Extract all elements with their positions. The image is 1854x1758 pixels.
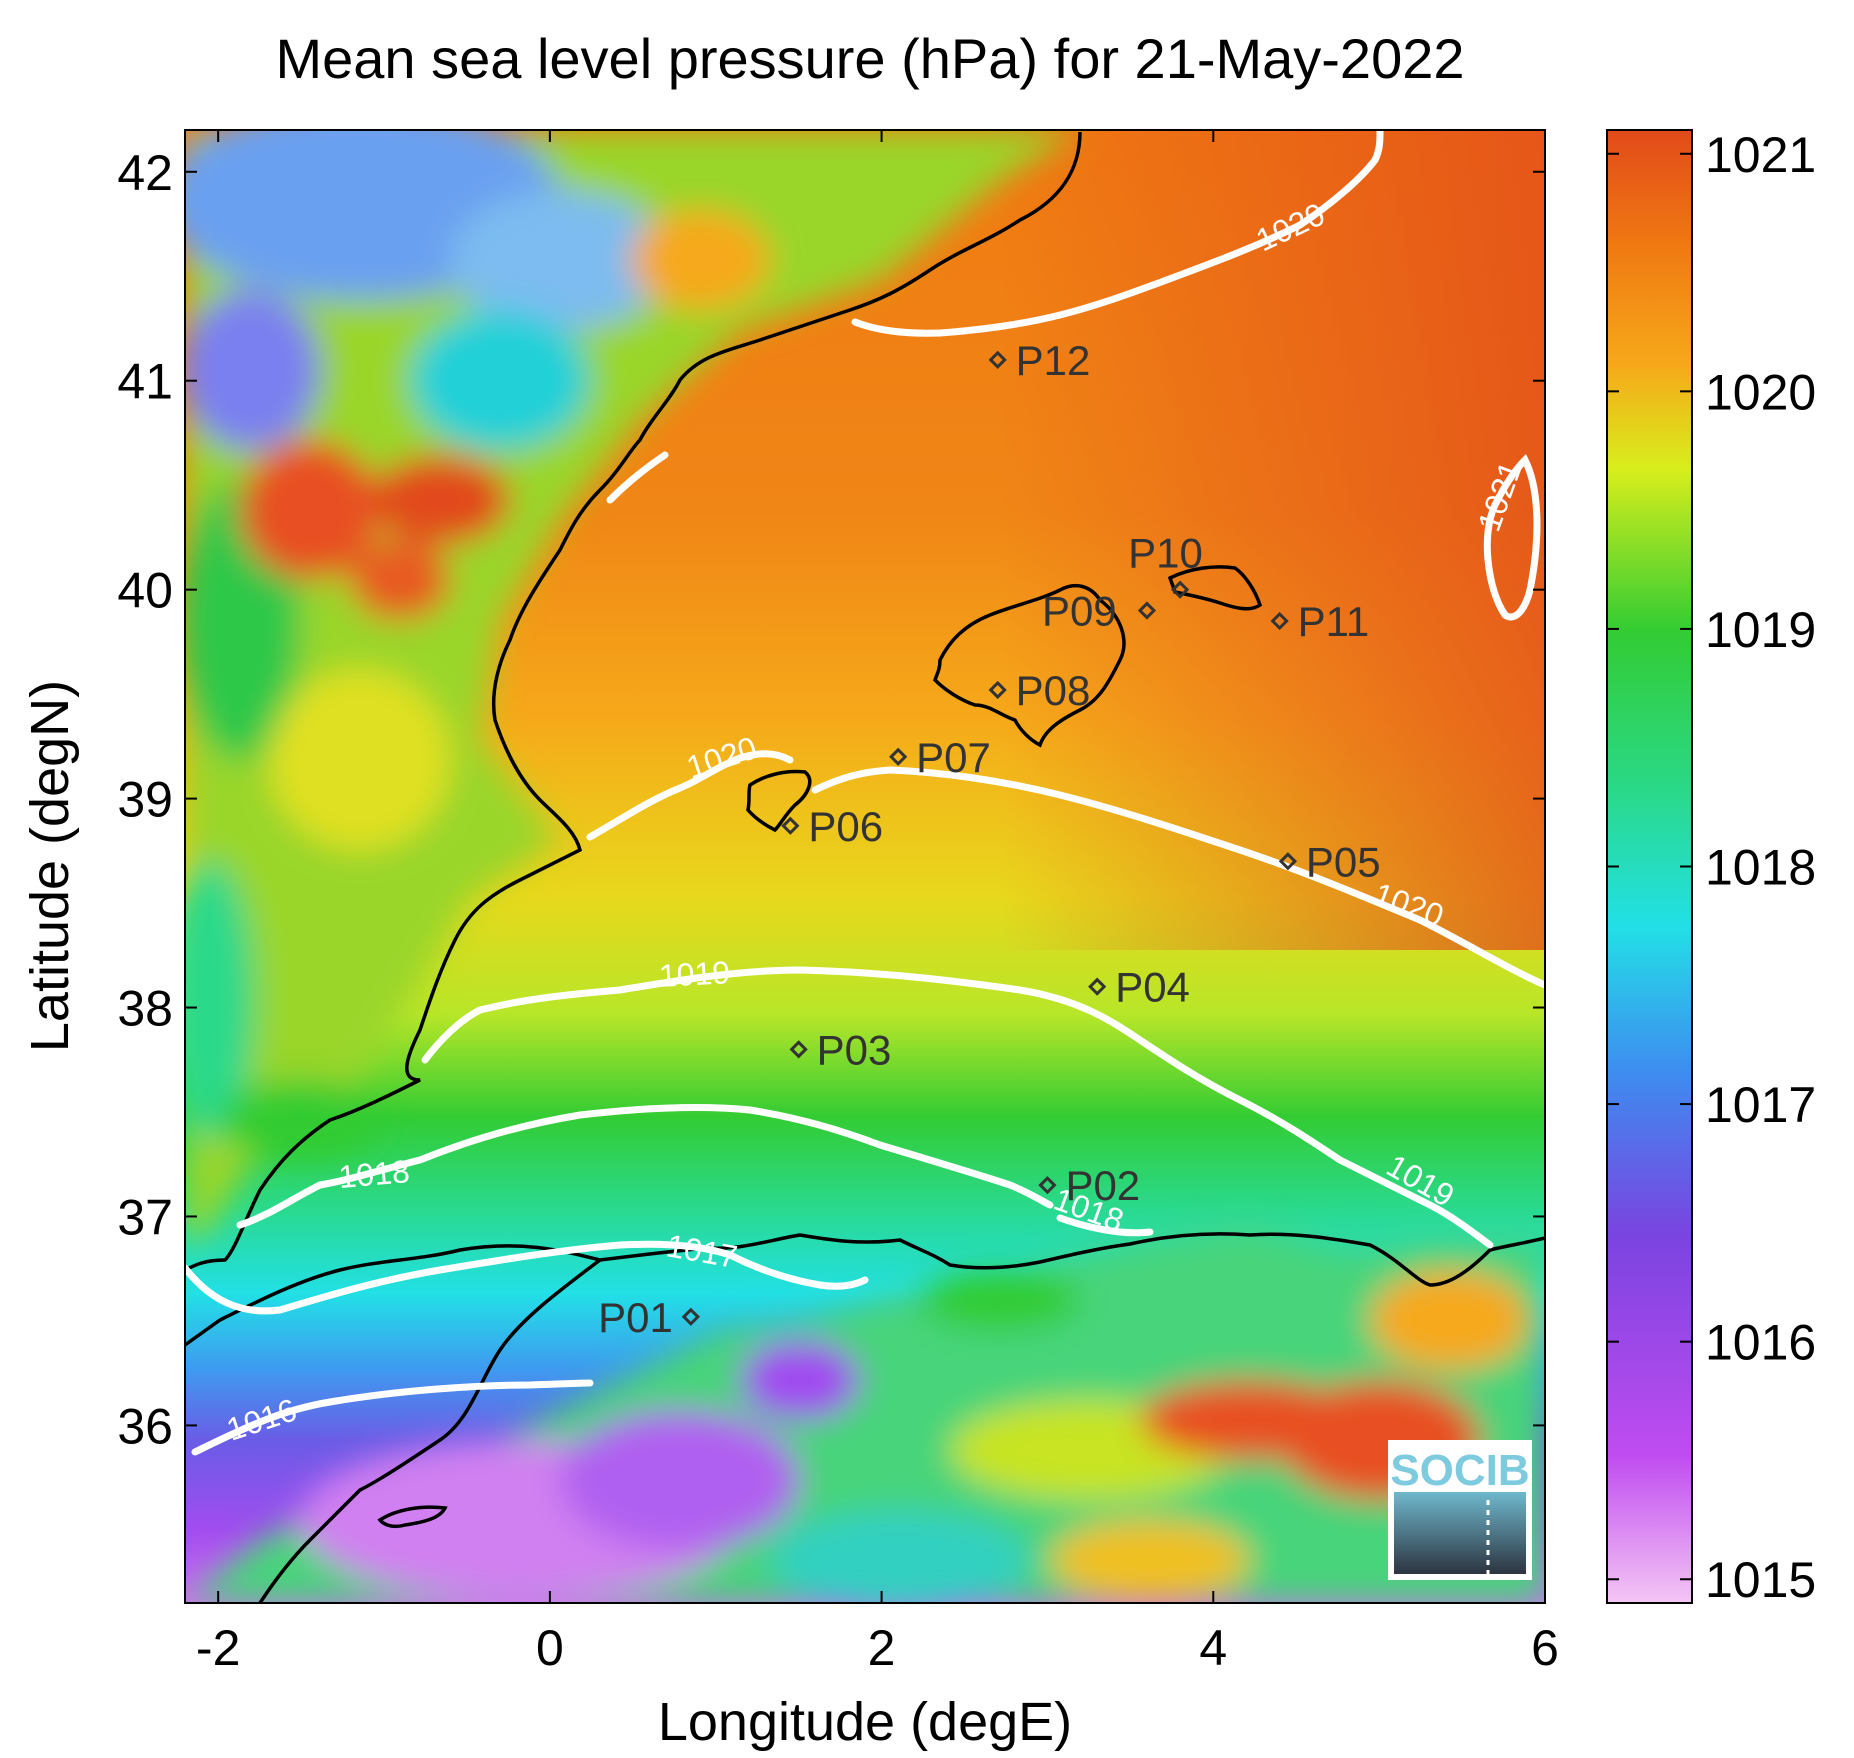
station-label: P05	[1306, 838, 1381, 885]
station-diamond-icon	[789, 1040, 808, 1059]
y-tick-label: 37	[117, 1189, 173, 1245]
isobar-1020-south	[811, 766, 1545, 989]
isobar-1020-west	[586, 750, 794, 841]
station-p05: P05	[1278, 838, 1381, 885]
colorbar-gradient	[1606, 129, 1693, 1604]
map-title: Mean sea level pressure (hPa) for 21-May…	[275, 27, 1464, 90]
coastline	[185, 131, 1545, 1603]
station-diamond-icon	[1038, 1176, 1057, 1195]
y-axis-ticks: 36 37 38 39 40 41 42	[117, 145, 1545, 1454]
y-tick-label: 42	[117, 145, 173, 201]
station-diamond-icon	[889, 747, 908, 766]
colorbar-ticks: 1015 1016 1017 1018 1019 1020 1021	[1607, 127, 1816, 1608]
y-tick-label: 36	[117, 1398, 173, 1454]
isobar-label: 1019	[658, 954, 731, 994]
isobar-1019	[421, 966, 1494, 1249]
station-diamond-icon	[1137, 601, 1157, 620]
isobar-1018-west	[236, 1104, 1054, 1229]
socib-logo: SOCIB	[1388, 1440, 1532, 1580]
station-label: P10	[1128, 530, 1203, 577]
y-axis-label: Latitude (degN)	[20, 680, 80, 1052]
x-tick-label: -2	[196, 1620, 240, 1676]
station-label: P12	[1016, 337, 1091, 384]
station-diamond-icon	[781, 816, 800, 835]
station-label: P09	[1042, 588, 1117, 635]
north-africa-coastline-west	[258, 1258, 602, 1603]
station-label: P06	[808, 803, 883, 850]
colorbar-tick-label: 1015	[1705, 1552, 1816, 1608]
x-tick-label: 6	[1531, 1620, 1559, 1676]
isobar-label: 1018	[337, 1153, 411, 1195]
station-diamond-icon	[1278, 852, 1298, 871]
africa-pressure-blobs	[185, 1225, 1545, 1603]
station-p04: P04	[1088, 964, 1190, 1011]
station-p10: P10	[1128, 530, 1203, 599]
x-axis-label: Longitude (degE)	[658, 1692, 1072, 1752]
x-tick-label: 2	[868, 1620, 896, 1676]
station-p03: P03	[789, 1026, 892, 1073]
x-axis-ticks: -2 0 2 4 6	[196, 130, 1559, 1676]
north-africa-coastline-east	[185, 1232, 1545, 1347]
station-p07: P07	[889, 734, 991, 781]
logo-text: SOCIB	[1390, 1446, 1529, 1495]
colorbar-tick-label: 1016	[1705, 1315, 1816, 1371]
y-tick-label: 39	[117, 772, 173, 828]
station-diamond-icon	[1170, 580, 1190, 599]
station-label: P03	[817, 1026, 892, 1073]
y-tick-label: 38	[117, 981, 173, 1037]
isobar-1020-coast	[606, 451, 669, 504]
station-diamond-icon	[1088, 977, 1107, 996]
pressure-field: 1016 1017 1018 1018 1019 1019 1020 1020 …	[185, 130, 1545, 1603]
station-p08: P08	[988, 667, 1091, 714]
land-pressure-blobs	[185, 130, 1080, 1240]
station-label: P07	[916, 734, 991, 781]
station-p09: P09	[1042, 588, 1157, 635]
x-tick-label: 0	[536, 1620, 564, 1676]
mallorca-coastline	[932, 583, 1126, 748]
isobar-1020-north	[851, 130, 1384, 337]
colorbar-tick-label: 1019	[1705, 602, 1816, 658]
station-diamond-icon	[681, 1307, 700, 1326]
logo-graphic	[1394, 1492, 1526, 1574]
alboran-island-coastline	[377, 1505, 448, 1529]
menorca-coastline	[1167, 565, 1263, 611]
plot-frame	[184, 129, 1546, 1604]
colorbar: 1015 1016 1017 1018 1019 1020 1021	[1606, 127, 1816, 1608]
station-p02: P02	[1038, 1162, 1140, 1209]
station-label: P01	[598, 1294, 673, 1341]
y-tick-label: 41	[117, 354, 173, 410]
station-diamond-icon	[988, 680, 1007, 700]
isobar-1016	[191, 1379, 594, 1456]
colorbar-tick-label: 1018	[1705, 840, 1816, 896]
isobar-1017	[185, 1240, 869, 1315]
station-label: P08	[1016, 667, 1091, 714]
isobar-1018-east	[1056, 1214, 1154, 1237]
isobars	[185, 130, 1545, 1456]
station-label: P11	[1298, 598, 1370, 645]
station-p06: P06	[781, 803, 883, 850]
station-label: P02	[1065, 1162, 1140, 1209]
y-tick-label: 40	[117, 563, 173, 619]
station-diamond-icon	[1270, 611, 1289, 631]
x-tick-label: 4	[1199, 1620, 1227, 1676]
iberian-coastline	[185, 131, 1082, 1272]
station-p01: P01	[598, 1294, 700, 1341]
station-p11: P11	[1270, 598, 1370, 645]
colorbar-tick-label: 1021	[1705, 127, 1816, 183]
station-label: P04	[1115, 964, 1190, 1011]
station-p12: P12	[988, 337, 1091, 384]
ibiza-coastline	[746, 769, 812, 833]
isobar-1021	[1483, 454, 1541, 621]
station-diamond-icon	[988, 350, 1007, 369]
east-high-pressure-tint	[1000, 130, 1545, 950]
colorbar-tick-label: 1020	[1705, 364, 1816, 420]
colorbar-tick-label: 1017	[1705, 1077, 1816, 1133]
